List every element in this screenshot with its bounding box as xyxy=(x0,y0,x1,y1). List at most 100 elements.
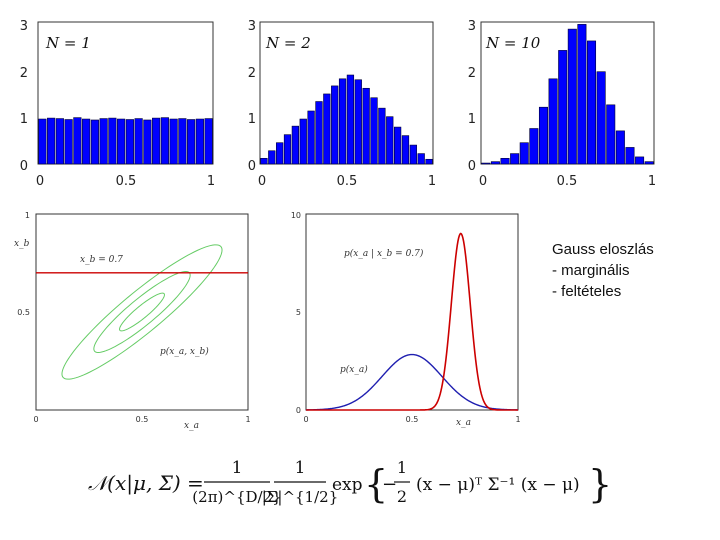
histogram-n10: N = 10 3 2 1 0 0 0.5 1 xyxy=(468,19,656,189)
hist1-xtick-0: 0 xyxy=(36,174,44,189)
contour-ellipses xyxy=(61,244,223,380)
distribution-plot: p(x_a | x_b = 0.7) p(x_a) x_a 10 5 0 0 0… xyxy=(291,211,521,428)
hist2-bar-5 xyxy=(299,118,307,165)
hist2-bar-0 xyxy=(260,158,268,165)
hist2-bar-7 xyxy=(315,101,323,165)
hist1-bar-14 xyxy=(160,117,169,165)
formula-body: (x − μ)ᵀ Σ⁻¹ (x − μ) xyxy=(416,475,580,495)
hist3-bar-11 xyxy=(587,40,597,165)
hist1-bar-8 xyxy=(108,117,117,165)
hist2-bar-21 xyxy=(425,158,433,165)
hist2-bar-13 xyxy=(362,87,370,165)
hist3-bar-3 xyxy=(510,153,520,165)
dist-ytick-5: 5 xyxy=(296,308,301,317)
hist2-xtick-1: 1 xyxy=(428,174,436,189)
hist3-bars xyxy=(481,24,654,165)
hist2-bar-11 xyxy=(346,74,355,165)
formula-rbrace: } xyxy=(588,462,612,506)
hist2-bar-19 xyxy=(409,144,417,165)
contour-frame xyxy=(35,213,249,411)
hist2-bars xyxy=(260,74,433,165)
hist2-bar-14 xyxy=(370,97,378,165)
hist2-bar-16 xyxy=(386,116,394,165)
hist1-bar-6 xyxy=(90,119,99,165)
hist2-xtick-0: 0 xyxy=(258,174,266,189)
hist2-bar-3 xyxy=(283,134,292,165)
hist1-bar-2 xyxy=(55,118,64,165)
hist2-ytick-0: 0 xyxy=(248,159,256,174)
contour-ytick-1: 1 xyxy=(25,211,30,220)
contour-xtick-05: 0.5 xyxy=(136,415,149,424)
note-line-2: - marginális xyxy=(552,262,630,279)
hist3-bar-0 xyxy=(481,162,491,165)
conditional-curve xyxy=(306,232,518,411)
hist2-annotation: N = 2 xyxy=(265,34,311,52)
hist2-bar-17 xyxy=(393,126,402,165)
dist-frame xyxy=(305,213,519,411)
formula-lbrace: { xyxy=(364,462,388,506)
contour-ellipse-2 xyxy=(61,244,223,380)
hist1-annotation: N = 1 xyxy=(45,34,91,52)
hist1-ytick-0: 0 xyxy=(20,159,28,174)
hist1-bar-12 xyxy=(143,119,152,165)
marginal-curve-label: p(x_a) xyxy=(340,364,368,375)
dist-xtick-05: 0.5 xyxy=(406,415,419,424)
hist1-ytick-2: 2 xyxy=(20,66,28,81)
hist3-bar-10 xyxy=(577,24,587,165)
formula-frac1-den: (2π)^{D/2} xyxy=(192,488,281,506)
contour-ytick-05: 0.5 xyxy=(17,308,30,317)
hist1-ytick-3: 3 xyxy=(20,19,28,34)
hist1-bar-7 xyxy=(99,118,108,165)
hist3-bar-9 xyxy=(567,28,577,165)
hist1-ytick-1: 1 xyxy=(20,112,28,127)
formula-exp: exp xyxy=(332,475,363,495)
formula-lhs: 𝒩(x|μ, Σ) = xyxy=(88,471,204,496)
hist2-ytick-2: 2 xyxy=(248,66,256,81)
hist3-ytick-3: 3 xyxy=(468,19,476,34)
notes: Gauss eloszlás - marginális - feltételes xyxy=(552,241,654,300)
contour-xlabel: x_a xyxy=(184,421,199,431)
hist3-ytick-0: 0 xyxy=(468,159,476,174)
contour-ellipse-1 xyxy=(93,271,191,353)
formula-minus: − xyxy=(382,474,397,495)
dist-xlabel: x_a xyxy=(456,418,471,428)
hist1-bars xyxy=(38,117,213,165)
formula-half-den: 2 xyxy=(397,487,407,506)
contour-xtick-0: 0 xyxy=(33,415,38,424)
dist-xtick-0: 0 xyxy=(303,415,308,424)
hist2-bar-20 xyxy=(417,153,425,165)
hist1-bar-1 xyxy=(47,117,56,165)
hist3-bar-6 xyxy=(538,106,548,165)
hist2-bar-8 xyxy=(323,93,331,165)
hist3-bar-7 xyxy=(548,78,558,165)
hist3-bar-17 xyxy=(644,161,654,165)
hist3-bar-16 xyxy=(635,156,645,165)
hist2-xtick-05: 0.5 xyxy=(337,174,358,189)
hist2-ytick-3: 3 xyxy=(248,19,256,34)
hist1-xtick-05: 0.5 xyxy=(116,174,137,189)
hist2-bar-4 xyxy=(291,125,300,165)
contour-ylabel: x_b xyxy=(14,239,30,249)
hist3-xtick-05: 0.5 xyxy=(557,174,578,189)
note-line-3: - feltételes xyxy=(552,283,621,300)
hist1-bar-18 xyxy=(195,118,204,165)
contour-plot: x_b = 0.7 p(x_a, x_b) x_b x_a 1 0.5 0 0.… xyxy=(14,211,251,431)
note-line-1: Gauss eloszlás xyxy=(552,241,654,258)
hist2-frame xyxy=(259,21,434,165)
gaussian-formula: 𝒩(x|μ, Σ) = 1 (2π)^{D/2} 1 |Σ|^{1/2} exp… xyxy=(88,458,612,506)
hist1-bar-11 xyxy=(134,118,143,165)
hist1-bar-9 xyxy=(117,118,126,165)
hist3-bar-15 xyxy=(625,147,635,165)
hist1-bar-10 xyxy=(125,119,134,165)
hist3-frame xyxy=(480,21,655,165)
dist-ytick-0: 0 xyxy=(296,406,301,415)
dist-xtick-1: 1 xyxy=(515,415,520,424)
hist3-bar-14 xyxy=(615,130,625,165)
hist1-bar-3 xyxy=(64,119,73,165)
hist2-bar-15 xyxy=(378,107,386,165)
hist3-bar-12 xyxy=(596,71,606,165)
hist1-bar-0 xyxy=(38,118,47,165)
formula-frac2-num: 1 xyxy=(295,458,306,478)
hist3-bar-4 xyxy=(519,142,529,165)
